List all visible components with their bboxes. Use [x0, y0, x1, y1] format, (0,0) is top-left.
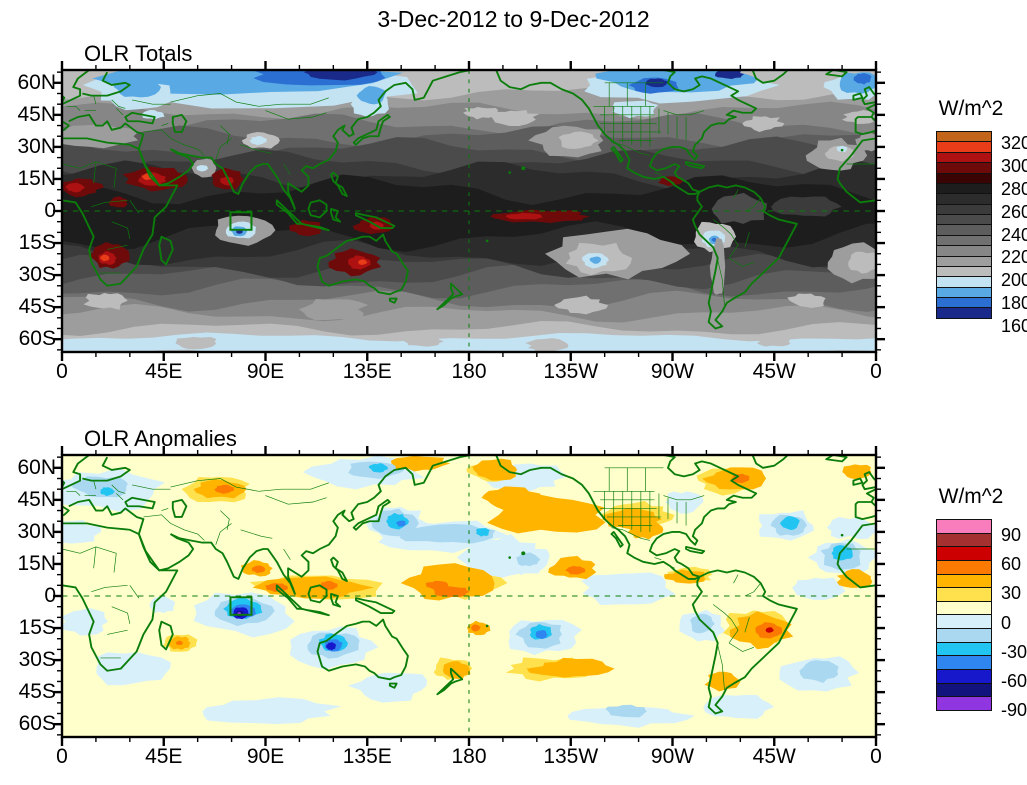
- colorbar-segment: [936, 546, 992, 561]
- colorbar-tick-label: 0: [1001, 612, 1012, 633]
- lat-tick-label: 30S: [18, 648, 56, 672]
- lat-tick-label: 45S: [18, 295, 56, 319]
- lon-tick-label: 45W: [752, 360, 796, 383]
- lat-tick-label: 30N: [17, 134, 56, 158]
- colorbar-segment: [936, 307, 992, 319]
- colorbar-tick-label: 90: [1001, 524, 1022, 545]
- colorbar-units-totals: W/m^2: [938, 97, 1004, 120]
- colorbar-tick-label: 240: [1001, 224, 1027, 245]
- lat-tick-label: 15S: [18, 231, 56, 255]
- map-frame: [60, 68, 878, 354]
- colorbar-tick-label: 220: [1001, 247, 1027, 268]
- colorbar-tick-label: 300: [1001, 156, 1027, 177]
- lat-tick-label: 30N: [17, 519, 56, 543]
- lon-tick-label: 90W: [650, 360, 695, 383]
- lat-tick-label: 60S: [18, 712, 56, 736]
- lat-tick-label: 45S: [18, 680, 56, 704]
- colorbar-segment: [936, 696, 992, 711]
- lat-tick-label: 15N: [17, 166, 56, 190]
- colorbar-anomalies: [936, 519, 992, 711]
- colorbar-segment: [936, 614, 992, 630]
- map-frame: [60, 453, 878, 739]
- colorbar-segment: [936, 587, 992, 602]
- island-dots: [485, 148, 844, 243]
- colorbar-tick-label: 160: [1001, 315, 1027, 336]
- coastlines: [62, 70, 798, 330]
- colorbar-segment: [936, 669, 992, 684]
- colorbar-segment: [936, 573, 992, 589]
- lon-tick-label: 45E: [145, 360, 183, 383]
- axis-ticks: [53, 61, 885, 361]
- map-olr-anomalies: [62, 455, 876, 737]
- map-olr-totals: [62, 70, 876, 352]
- lat-tick-label: 60S: [18, 327, 56, 351]
- lon-tick-label: 90E: [246, 360, 285, 383]
- colorbar-tick-label: 180: [1001, 292, 1027, 313]
- country-borders: [62, 82, 761, 306]
- lon-tick-label: 0: [870, 745, 882, 768]
- lon-tick-label: 135E: [342, 360, 392, 383]
- lat-tick-label: 15N: [17, 551, 56, 575]
- lon-tick-label: 135E: [342, 745, 392, 768]
- lon-tick-label: 45W: [752, 745, 796, 768]
- island-dots: [485, 533, 844, 628]
- lon-tick-label: 45E: [145, 745, 183, 768]
- lon-tick-label: 135W: [543, 360, 599, 383]
- colorbar-tick-label: 260: [1001, 201, 1027, 222]
- axis-frame-anomalies: [53, 446, 885, 746]
- colorbar-tick-label: 60: [1001, 553, 1022, 574]
- lat-tick-label: 60N: [17, 70, 56, 94]
- colorbar-segment: [936, 641, 992, 657]
- colorbar-segment: [936, 600, 992, 616]
- axis-frame-totals: [53, 61, 885, 361]
- lat-tick-label: 30S: [18, 263, 56, 287]
- colorbar-segment: [936, 682, 992, 698]
- lon-tick-label: 180: [451, 745, 487, 768]
- lon-tick-label: 180: [451, 360, 487, 383]
- lon-tick-label: 135W: [543, 745, 599, 768]
- country-borders: [62, 467, 761, 691]
- roi-box: [229, 596, 253, 616]
- colorbar-segment: [936, 655, 992, 671]
- lat-tick-label: 45N: [17, 487, 56, 511]
- colorbar-units-anomalies: W/m^2: [938, 485, 1004, 508]
- colorbar-segment: [936, 532, 992, 548]
- colorbar-tick-label: 200: [1001, 270, 1027, 291]
- lat-tick-label: 0: [44, 199, 56, 222]
- colorbar-tick-label: 320: [1001, 133, 1027, 154]
- lat-tick-label: 60N: [17, 455, 56, 479]
- lon-tick-label: 90E: [246, 745, 285, 768]
- lat-tick-label: 15S: [18, 616, 56, 640]
- roi-box: [229, 211, 253, 231]
- lon-tick-label: 0: [56, 745, 68, 768]
- colorbar-segment: [936, 628, 992, 643]
- lon-tick-label: 0: [56, 360, 68, 383]
- axis-ticks: [53, 446, 885, 746]
- panel-title-totals: OLR Totals: [84, 41, 193, 66]
- lon-tick-label: 0: [870, 360, 882, 383]
- colorbar-tick-label: 280: [1001, 178, 1027, 199]
- colorbar-segment: [936, 519, 992, 534]
- lat-tick-label: 45N: [17, 102, 56, 126]
- colorbar-tick-label: -30: [1001, 641, 1027, 662]
- colorbar-segment: [936, 559, 992, 575]
- colorbar-tick-label: -90: [1001, 700, 1027, 721]
- colorbar-tick-label: -60: [1001, 671, 1027, 692]
- lon-tick-label: 90W: [650, 745, 695, 768]
- lat-tick-label: 0: [44, 584, 56, 607]
- panel-title-anomalies: OLR Anomalies: [84, 426, 237, 451]
- colorbar-totals: [936, 131, 992, 319]
- coastlines: [62, 455, 798, 715]
- figure-title: 3-Dec-2012 to 9-Dec-2012: [377, 6, 650, 32]
- colorbar-tick-label: 30: [1001, 583, 1022, 604]
